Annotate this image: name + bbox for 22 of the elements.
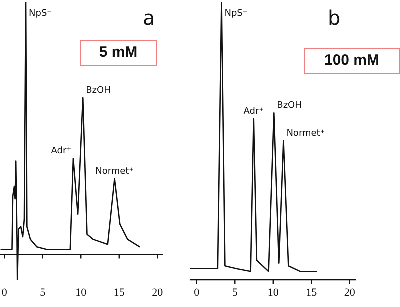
x-tick-label: 0 <box>2 286 8 299</box>
x-tick-label: 15 <box>114 286 126 299</box>
x-tick-label: 20 <box>152 286 164 299</box>
x-tick-label: 0 <box>194 286 200 299</box>
annotation: Normet⁺ <box>286 129 326 139</box>
annotation: BzOH <box>86 86 111 96</box>
x-tick-label: 20 <box>344 286 356 299</box>
annotation: Adr⁺ <box>51 146 72 157</box>
chart-title: b <box>328 6 341 30</box>
text: 5 mM <box>80 40 157 66</box>
annotation: Adr⁺ <box>244 106 264 117</box>
annotation: NpS⁻ <box>29 9 52 19</box>
x-tick-label: 5 <box>40 286 46 299</box>
chart-title: a <box>143 6 156 30</box>
annotation: BzOH <box>277 101 302 112</box>
x-tick-label: 10 <box>76 286 88 299</box>
x-tick-label: 5 <box>232 286 238 299</box>
annotation: NpS⁻ <box>224 9 248 19</box>
text: 100 mM <box>304 48 400 74</box>
annotation: Normet⁺ <box>96 166 134 177</box>
x-tick-label: 10 <box>268 286 280 299</box>
x-tick-label: 15 <box>306 286 318 299</box>
